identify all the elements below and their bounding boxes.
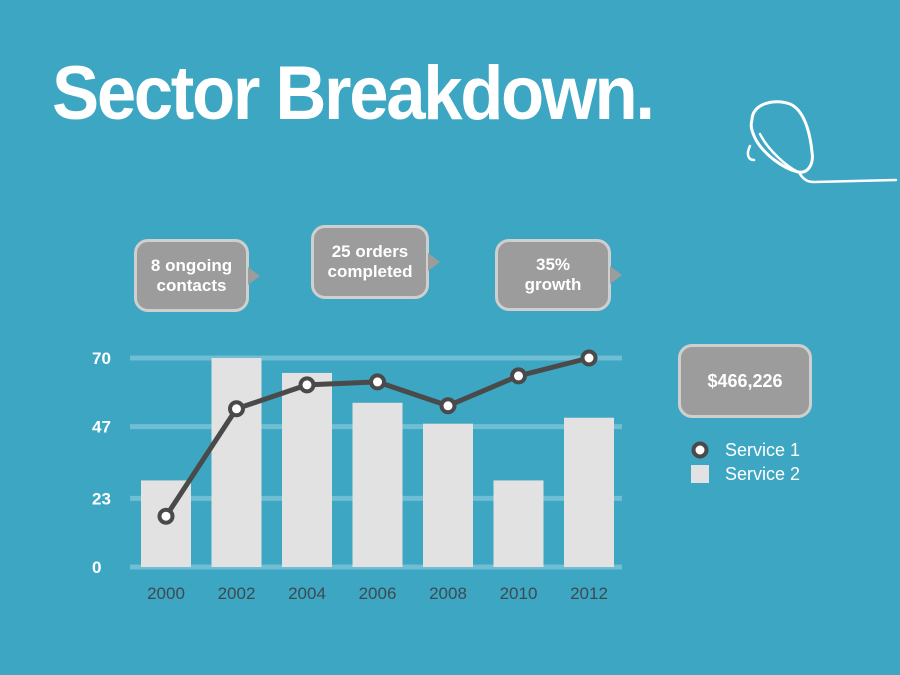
point-2010 [510, 367, 527, 385]
callout-orders-completed-line2: completed [327, 262, 413, 281]
bar-2002 [211, 358, 262, 567]
chart-legend: Service 1 Service 2 [690, 438, 800, 486]
x-tick-label-2008: 2008 [429, 584, 467, 603]
bar-swatch-icon [690, 464, 710, 484]
bar-2006 [352, 402, 403, 567]
point-2004 [298, 376, 316, 394]
y-tick-label-23: 23 [92, 489, 111, 508]
x-tick-label-2006: 2006 [359, 584, 397, 603]
x-tick-label-2010: 2010 [500, 584, 538, 603]
point-2000 [157, 507, 175, 525]
callout-ongoing-contacts: 8 ongoing contacts [134, 239, 260, 312]
y-tick-label-47: 47 [92, 418, 111, 437]
callout-growth-line1: 35% [535, 255, 571, 274]
callout-ongoing-contacts-line2: contacts [156, 275, 227, 295]
x-tick-label-2012: 2012 [570, 584, 608, 603]
point-2008 [439, 397, 457, 415]
point-2006 [369, 373, 386, 391]
bar-2012 [564, 417, 614, 567]
bar-2010 [493, 480, 544, 567]
legend-item-service-1: Service 1 [690, 438, 800, 462]
bar-2004 [282, 372, 332, 567]
callout-orders-completed: 25 orders completed [311, 225, 440, 299]
callout-growth-line2: growth [524, 275, 582, 294]
y-tick-label-70: 70 [92, 349, 111, 368]
hand-drawn-doodle-icon [746, 100, 898, 184]
y-tick-label-0: 0 [92, 558, 101, 577]
bar-2008 [423, 423, 473, 567]
x-tick-label-2002: 2002 [218, 584, 256, 603]
x-tick-label-2000: 2000 [147, 584, 185, 603]
legend-label-service-1: Service 1 [725, 439, 801, 460]
callout-ongoing-contacts-line1: 8 ongoing [150, 255, 233, 275]
total-value-callout: $466,226 [678, 344, 812, 418]
x-tick-label-2004: 2004 [288, 584, 326, 603]
page-title: Sector Breakdown. [52, 51, 655, 136]
callout-growth: 35% growth [495, 239, 622, 311]
total-value: $466,226 [707, 371, 783, 391]
point-2012 [580, 349, 598, 367]
point-2002 [228, 400, 245, 418]
line-marker-icon [690, 440, 710, 460]
legend-label-service-2: Service 2 [725, 463, 801, 484]
callout-orders-completed-line1: 25 orders [331, 242, 409, 261]
legend-item-service-2: Service 2 [690, 462, 800, 486]
